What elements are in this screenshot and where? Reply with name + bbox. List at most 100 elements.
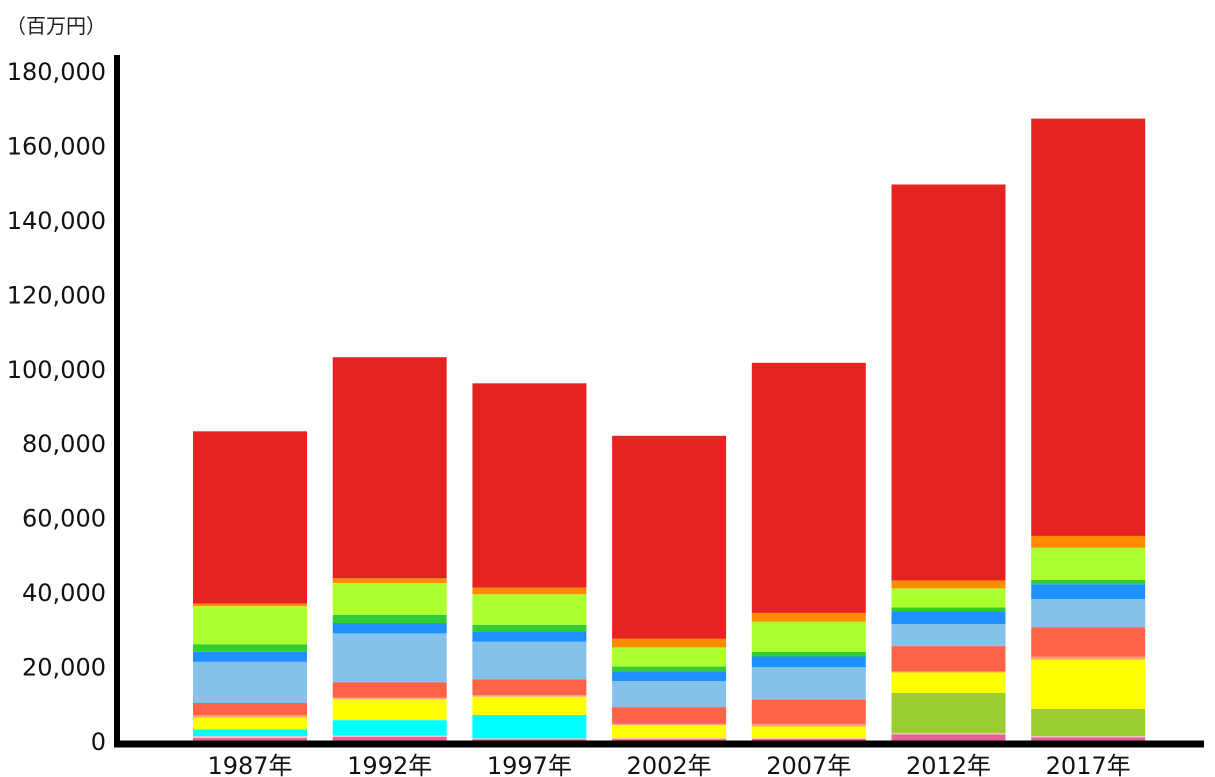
bar-segment	[1031, 535, 1146, 548]
bar-segment	[1031, 627, 1146, 657]
bar-segment	[1031, 709, 1146, 737]
bar-segment	[891, 184, 1006, 581]
x-tick-label: 1987年	[207, 752, 292, 777]
bar-segment	[751, 723, 866, 727]
x-tick-label: 2017年	[1046, 752, 1131, 777]
bar-segment	[751, 656, 866, 668]
bar-segment	[751, 726, 866, 738]
bar-segment	[891, 693, 1006, 734]
bar-segment	[891, 624, 1006, 647]
bar-segment	[751, 699, 866, 724]
y-tick-label: 20,000	[22, 654, 106, 682]
bar-segment	[751, 621, 866, 652]
bar-segment	[1031, 737, 1146, 741]
x-tick-label: 1997年	[487, 752, 572, 777]
y-tick-label: 60,000	[22, 505, 106, 533]
bar-segment	[612, 707, 727, 724]
bar-segment	[891, 611, 1006, 625]
bar-segment	[751, 737, 866, 739]
bar-segment	[332, 578, 447, 584]
bar-segment	[891, 734, 1006, 741]
bar-segment	[332, 623, 447, 634]
bar-segment	[891, 607, 1006, 612]
bar-segment	[1031, 579, 1146, 585]
y-tick-label: 180,000	[7, 58, 106, 86]
bar-segment	[332, 682, 447, 698]
bar-segment	[891, 646, 1006, 672]
bar-segment	[751, 667, 866, 700]
x-tick-label: 2012年	[906, 752, 991, 777]
bar-segment	[332, 583, 447, 615]
bar-segment	[891, 671, 1006, 673]
bar-segment	[193, 717, 307, 730]
bar-segment	[193, 644, 307, 652]
bar-segment	[472, 739, 587, 741]
bar-segment	[1031, 736, 1146, 738]
bar-segment	[332, 357, 447, 579]
bar-segment	[332, 735, 447, 737]
x-tick-label: 1992年	[347, 752, 432, 777]
bar-segment	[612, 671, 727, 682]
bar-segment	[612, 723, 727, 725]
bar-segment	[332, 720, 447, 736]
bar-segment	[193, 651, 307, 662]
bar-segment	[612, 647, 727, 667]
x-tick-label: 2002年	[627, 752, 712, 777]
bar-segment	[751, 613, 866, 622]
bar-segment	[472, 631, 587, 642]
bar-segment	[472, 383, 587, 588]
bar-segment	[612, 666, 727, 672]
x-tick-label: 2007年	[766, 752, 851, 777]
y-axis-unit-label: （百万円）	[6, 14, 106, 38]
bar-segment	[612, 725, 727, 738]
bar-segment	[472, 624, 587, 632]
bar-segment	[751, 738, 866, 741]
y-tick-label: 80,000	[22, 430, 106, 458]
y-tick-label: 140,000	[7, 207, 106, 235]
bar-segment	[891, 580, 1006, 589]
bar-segment	[1031, 584, 1146, 600]
bar-segment	[193, 736, 307, 739]
bar-segment	[332, 736, 447, 741]
bar-segment	[472, 641, 587, 680]
bar-segment	[472, 594, 587, 625]
bar-segment	[193, 603, 307, 607]
bar-segment	[193, 431, 307, 604]
bar-segment	[193, 715, 307, 718]
bar-segment	[332, 697, 447, 699]
bar-segment	[472, 695, 587, 697]
bar-segment	[612, 738, 727, 740]
bar-segment	[472, 714, 587, 739]
bar-segment	[751, 652, 866, 657]
bar-segment	[612, 681, 727, 708]
y-tick-label: 120,000	[7, 281, 106, 309]
bar-segment	[193, 729, 307, 737]
bar-segment	[1031, 118, 1146, 536]
bar-segment	[472, 738, 587, 740]
bar-segment	[332, 614, 447, 623]
bar-segment	[193, 703, 307, 716]
bar-segment	[1031, 599, 1146, 628]
bar-segment	[612, 739, 727, 741]
bar-segment	[1031, 659, 1146, 709]
y-tick-label: 40,000	[22, 579, 106, 607]
bar-segment	[193, 661, 307, 703]
bar-segment	[332, 633, 447, 683]
bar-segment	[472, 696, 587, 715]
bar-segment	[332, 698, 447, 721]
bar-segment	[472, 679, 587, 696]
bar-segment	[612, 638, 727, 648]
bar-segment	[891, 588, 1006, 608]
bar-segment	[891, 672, 1006, 693]
bar-segment	[891, 733, 1006, 735]
y-tick-label: 160,000	[7, 132, 106, 160]
bar-segment	[751, 362, 866, 613]
bar-segment	[193, 606, 307, 645]
y-tick-label: 100,000	[7, 356, 106, 384]
bar-segment	[1031, 547, 1146, 580]
bar-segment	[472, 587, 587, 595]
y-tick-label: 0	[91, 728, 106, 756]
bar-segment	[193, 738, 307, 741]
bar-segment	[1031, 656, 1146, 660]
